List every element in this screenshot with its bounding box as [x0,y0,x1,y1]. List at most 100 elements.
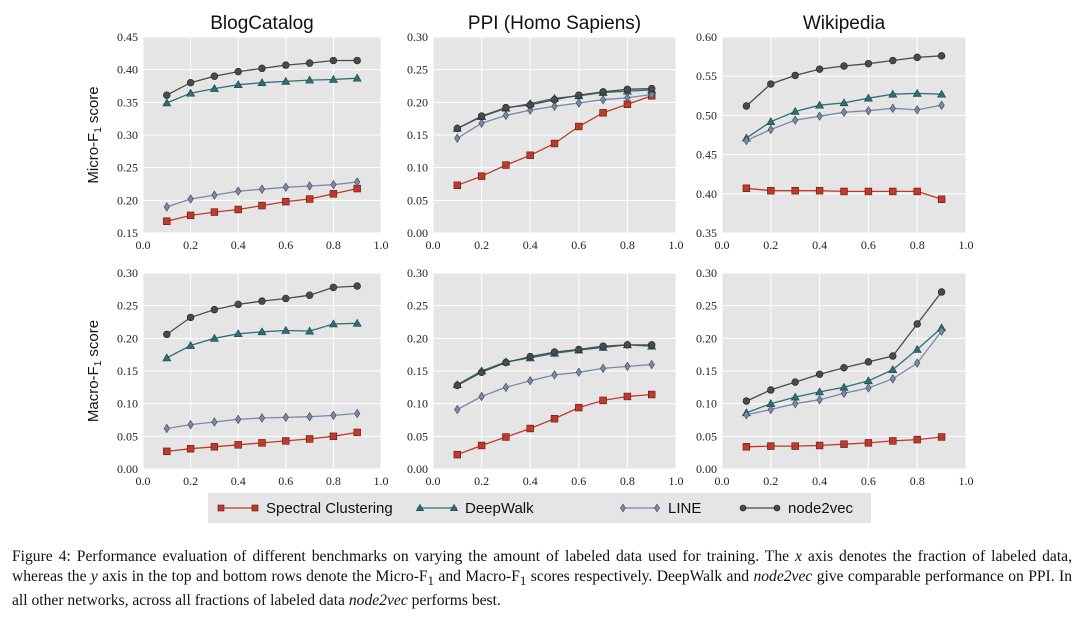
marker-triangle [233,80,243,88]
marker-square [353,428,361,437]
marker-circle [791,378,799,386]
y-tick-label: 0.40 [117,63,138,77]
x-tick-label: 0.0 [426,474,441,488]
marker-circle [502,358,510,367]
marker-diamond [600,363,607,374]
x-tick-label: 1.0 [374,238,389,252]
y-tick-label: 0.10 [407,397,428,411]
marker-square [210,443,219,451]
x-tick-label: 0.6 [278,238,293,252]
marker-circle [815,370,824,378]
x-tick-label: 0.6 [861,474,876,488]
marker-diamond [938,326,945,336]
marker-square [742,184,751,193]
marker-circle [913,320,921,328]
marker-square [477,172,486,180]
marker-diamond [648,89,655,100]
y-axis-label: Micro-F1 score [85,86,104,183]
marker-diamond [620,503,626,513]
marker-triangle [888,365,898,373]
y-tick-label: 0.15 [117,364,138,378]
y-tick-label: 0.20 [407,95,428,109]
marker-square [647,390,656,399]
marker-triangle [449,503,459,512]
marker-triangle [305,326,315,335]
marker-triangle [912,344,922,353]
caption-node2vec: node2vec [348,592,408,610]
marker-circle [864,59,873,68]
marker-diamond [624,93,631,103]
y-tick-label: 0.05 [117,429,138,443]
marker-diamond [235,414,242,425]
y-tick-label: 0.25 [407,299,428,313]
marker-circle [210,72,219,80]
marker-square [815,186,824,195]
marker-square [840,440,848,448]
y-tick-label: 0.05 [407,429,428,443]
marker-diamond [624,361,631,372]
x-tick-label: 0.2 [183,238,198,252]
marker-diamond [502,382,509,393]
x-tick-label: 1.0 [669,474,684,488]
chart-title: BlogCatalog [210,13,314,34]
x-tick-label: 0.2 [474,474,489,488]
y-tick-label: 0.15 [696,364,717,378]
marker-square [526,424,534,433]
marker-circle [889,56,897,65]
marker-square [258,201,266,210]
marker-square [163,447,171,456]
marker-circle [599,88,607,96]
marker-square [477,441,486,450]
marker-circle [282,294,290,303]
marker-triangle [328,74,338,83]
marker-diamond [330,179,337,190]
y-tick-label: 0.35 [117,95,138,109]
x-tick-label: 1.0 [959,474,974,488]
marker-square [453,181,461,190]
marker-diamond [792,115,799,125]
x-tick-label: 0.2 [474,238,489,252]
marker-circle [937,52,946,60]
marker-square [913,187,921,196]
marker-triangle [863,93,873,102]
marker-circle [937,288,946,296]
caption-text: scores respectively. DeepWalk and [526,568,754,585]
marker-circle [353,56,361,65]
x-tick-label: 0.4 [523,238,538,252]
x-tick-label: 0.0 [715,474,730,488]
x-tick-label: 0.0 [426,238,441,252]
marker-square [526,151,534,159]
marker-square [234,441,242,449]
x-tick-label: 0.8 [910,238,925,252]
marker-square [550,414,559,423]
caption-var-y: y [90,568,98,585]
marker-circle [742,397,751,405]
marker-circle [210,305,219,314]
marker-square [575,122,583,131]
marker-diamond [454,404,461,415]
y-tick-label: 0.15 [407,128,428,142]
y-tick-label: 0.55 [696,69,717,83]
marker-circle [913,53,921,62]
marker-triangle [209,333,219,342]
marker-triangle [937,89,947,98]
marker-circle [647,341,656,349]
marker-circle [258,64,266,73]
marker-square [742,443,751,451]
marker-square [329,432,338,441]
marker-circle [186,313,195,322]
y-tick-label: 0.50 [696,108,717,122]
marker-triangle [281,325,291,334]
marker-diamond [282,182,289,193]
marker-triangle [257,78,267,87]
caption-text: Figure 4: Performance evaluation of diff… [12,548,796,565]
y-tick-label: 0.40 [696,187,717,201]
marker-diamond [743,135,750,146]
marker-diamond [889,374,896,384]
x-tick-label: 1.0 [374,474,389,488]
y-tick-label: 0.20 [407,331,428,345]
y-tick-label: 0.10 [696,397,717,411]
marker-triangle [912,88,922,97]
marker-square [453,450,461,459]
marker-square [210,208,219,216]
